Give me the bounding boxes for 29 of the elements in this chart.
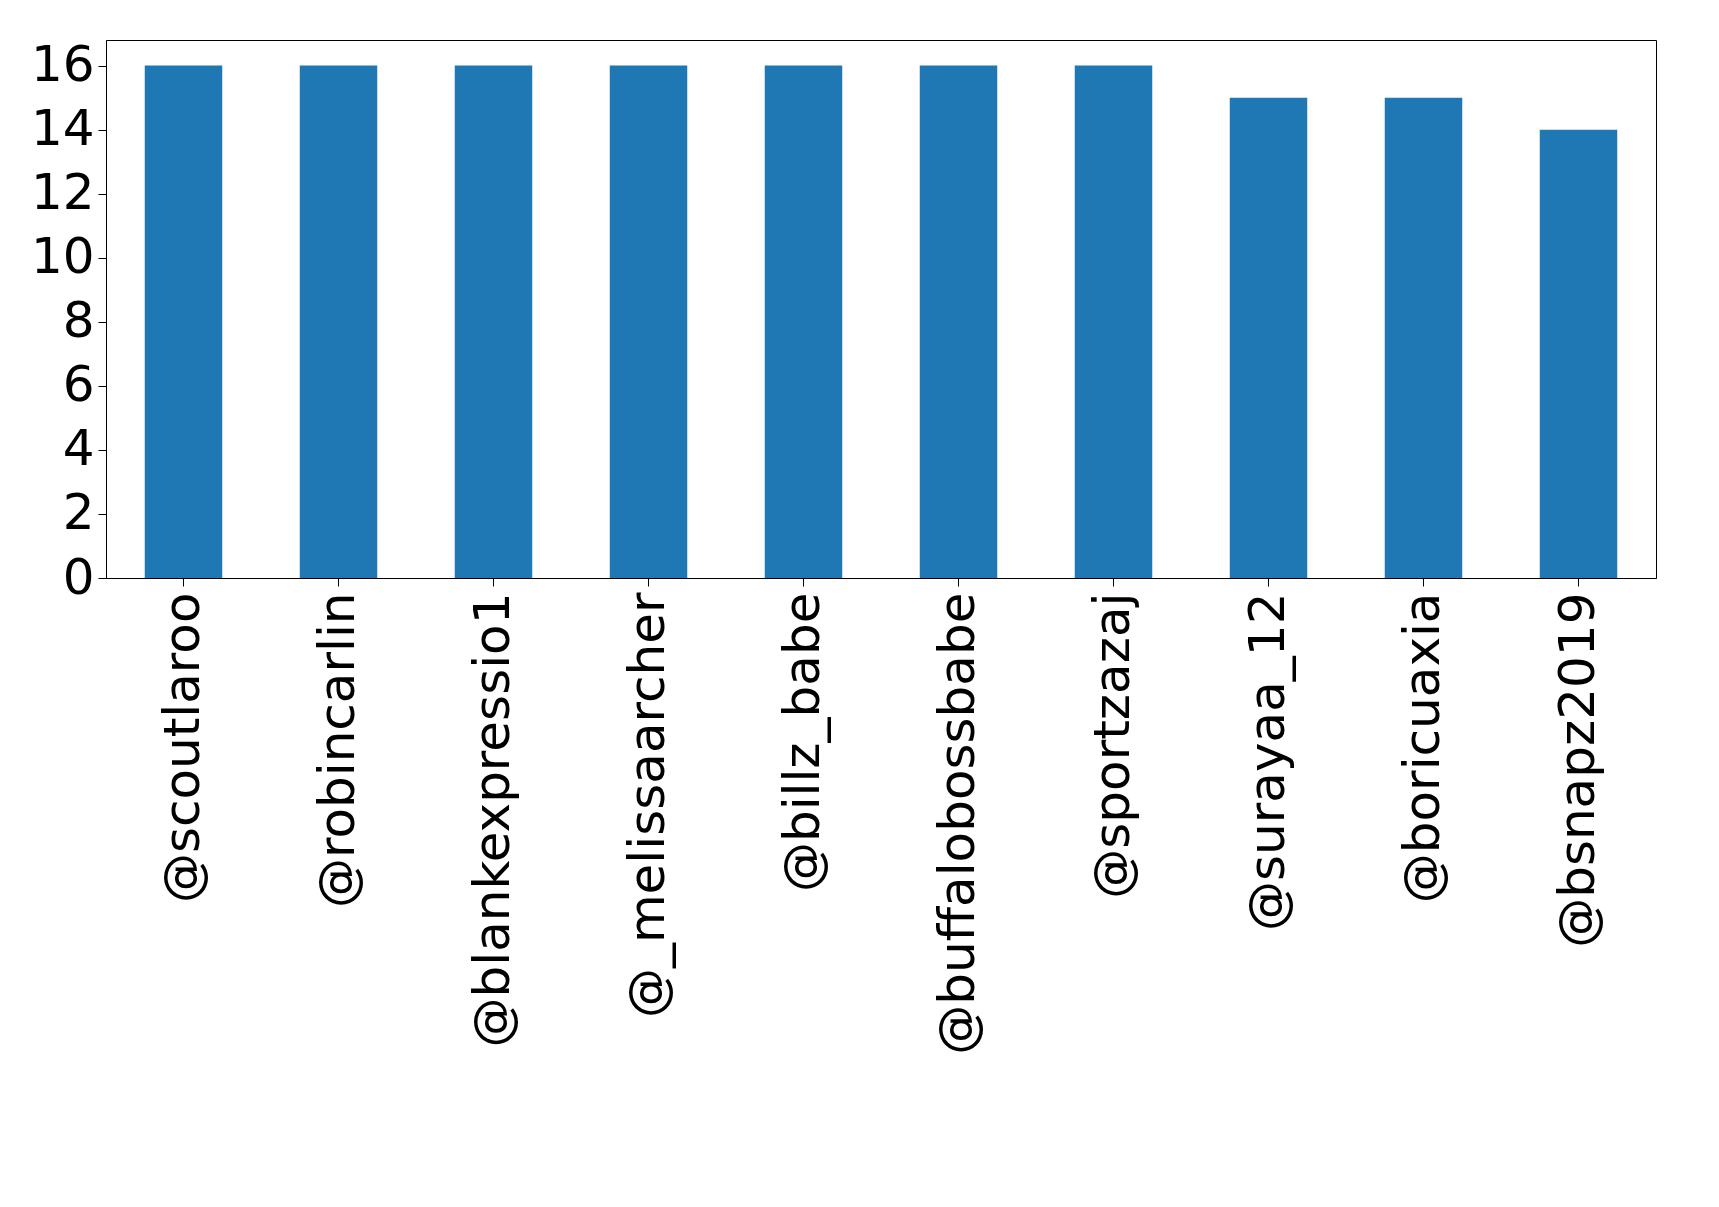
bar <box>1229 97 1308 578</box>
y-tick-label: 2 <box>62 483 95 542</box>
bar <box>1384 97 1463 578</box>
x-tick-label: @blankexpressio1 <box>462 592 521 1048</box>
bar <box>609 65 688 578</box>
bar <box>764 65 843 578</box>
bar <box>454 65 533 578</box>
y-tick-label: 10 <box>30 227 95 286</box>
y-tick-label: 14 <box>30 99 95 158</box>
x-tick-label: @billz_babe <box>772 592 831 893</box>
y-tick-label: 4 <box>62 419 95 478</box>
x-tick-label: @surayaa_12 <box>1237 592 1296 931</box>
x-tick-label: @_melissaarcher <box>617 592 676 1019</box>
bar <box>1074 65 1153 578</box>
bar <box>144 65 223 578</box>
bar <box>919 65 998 578</box>
x-tick-label: @bsnapz2019 <box>1547 592 1606 948</box>
x-tick-label: @buffalobossbabe <box>927 592 986 1055</box>
bar <box>1539 129 1618 578</box>
x-tick-label: @scoutlaroo <box>152 592 211 904</box>
y-tick-label: 16 <box>30 35 95 94</box>
x-tick-label: @robincarlin <box>307 592 366 909</box>
bar <box>299 65 378 578</box>
y-tick-label: 0 <box>62 547 95 606</box>
y-tick-label: 8 <box>62 291 95 350</box>
y-tick-label: 12 <box>30 163 95 222</box>
x-tick-label: @sportzazaj <box>1082 592 1141 899</box>
y-tick-label: 6 <box>62 355 95 414</box>
x-tick-label: @boricuaxia <box>1392 592 1451 904</box>
